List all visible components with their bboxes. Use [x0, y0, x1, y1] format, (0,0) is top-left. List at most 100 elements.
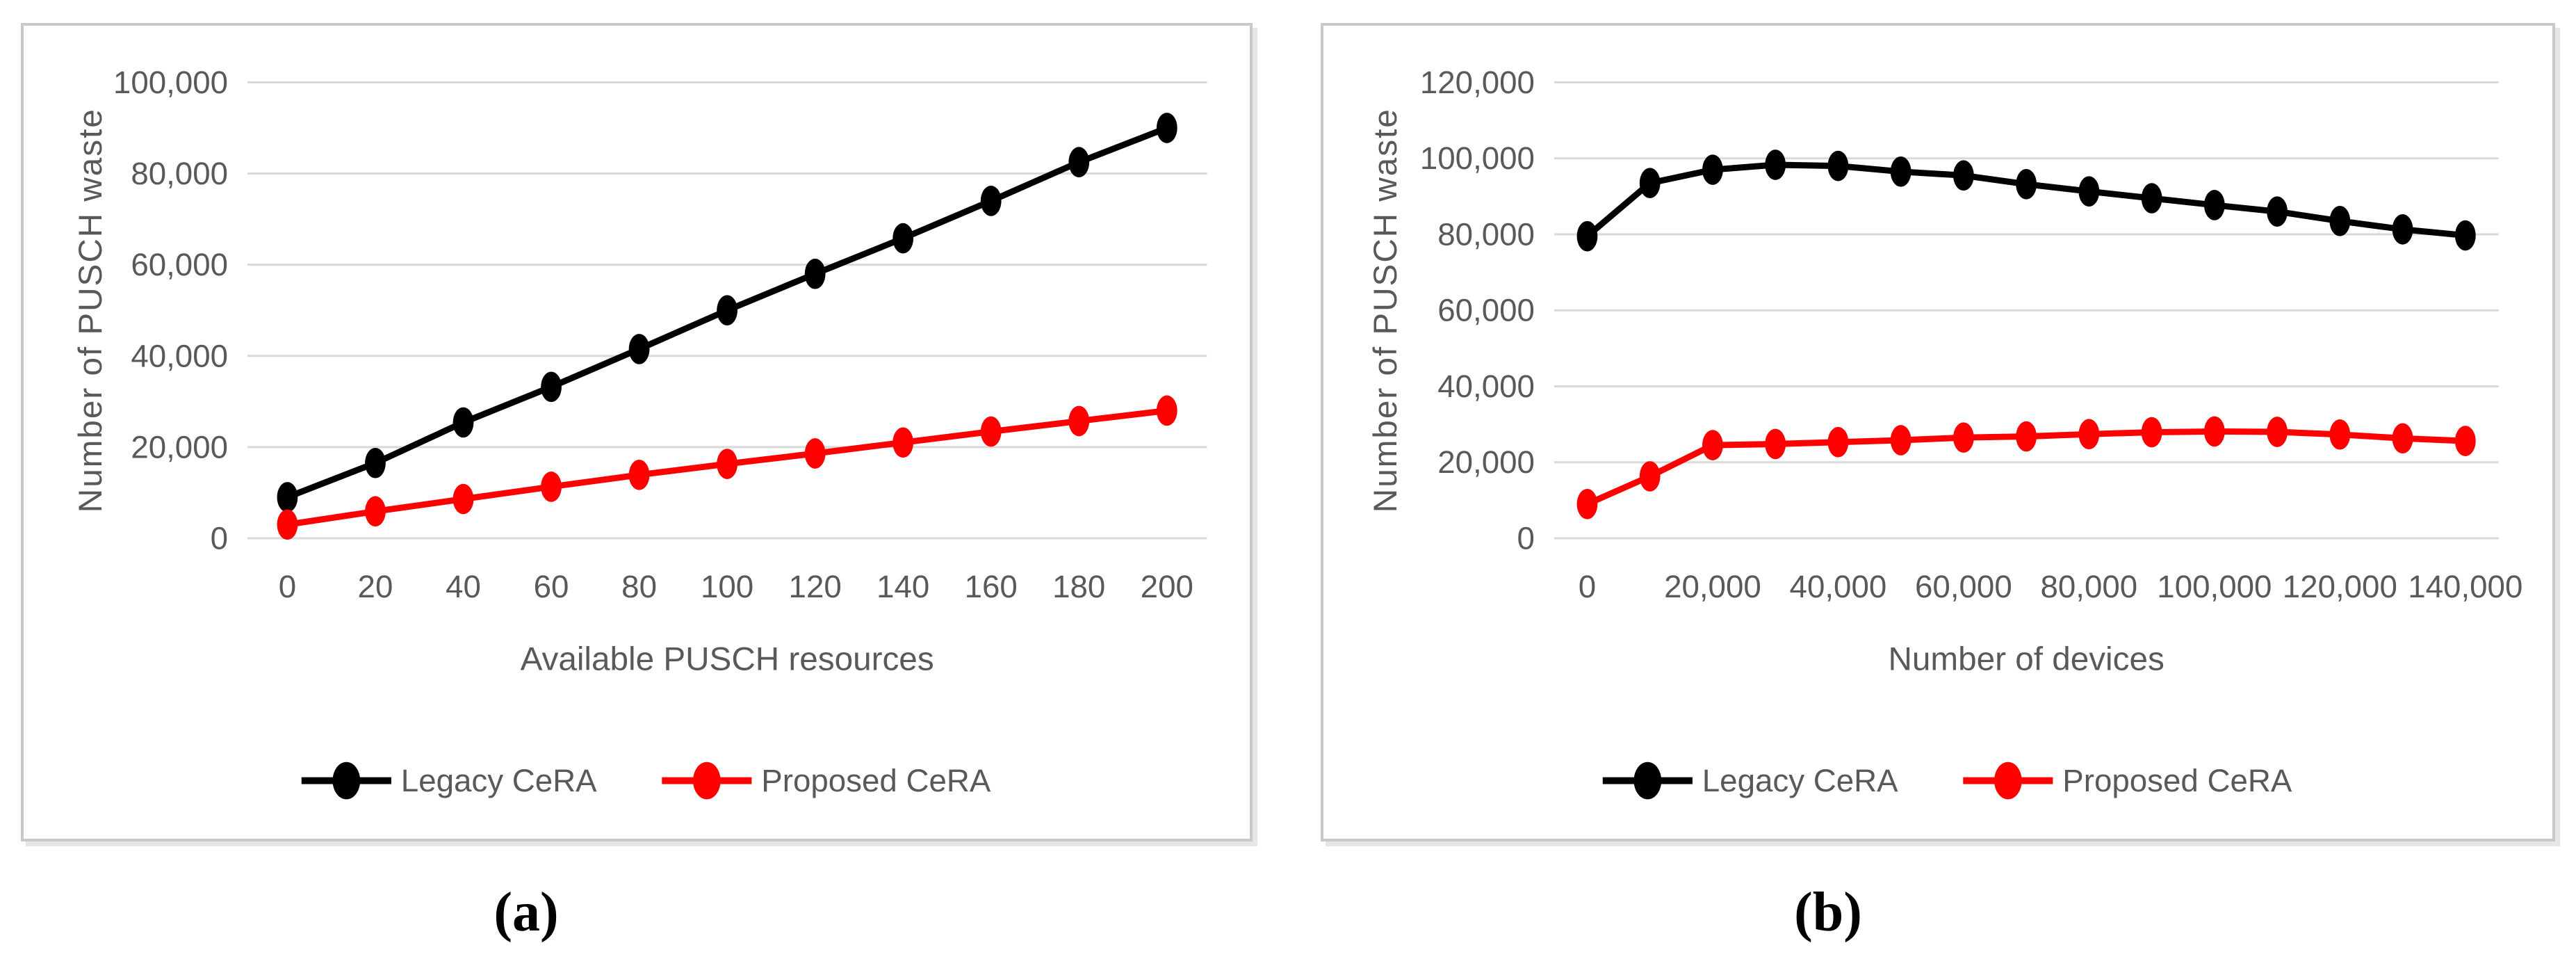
x-tick-label: 140,000	[2408, 569, 2522, 604]
legend-label-legacy-cera: Legacy CeRA	[1702, 763, 1898, 798]
x-tick-label: 60	[534, 569, 569, 604]
data-point-marker	[1576, 488, 1598, 519]
data-point-marker	[1953, 422, 1974, 453]
series-proposed-cera	[1576, 416, 2476, 519]
series-legacy-cera	[1576, 150, 2476, 252]
x-tick-label: 40,000	[1790, 569, 1887, 604]
data-point-marker	[453, 407, 474, 438]
legend-label-legacy-cera: Legacy CeRA	[401, 763, 597, 798]
data-point-marker	[2454, 220, 2476, 251]
y-tick-label: 60,000	[1437, 293, 1535, 328]
x-tick-label: 160	[965, 569, 1018, 604]
data-point-marker	[1890, 156, 1911, 187]
x-tick-label: 60,000	[1915, 569, 2012, 604]
data-point-marker	[2141, 417, 2162, 448]
data-point-marker	[1576, 220, 1598, 252]
legend: Legacy CeRA Proposed CeRA	[301, 761, 991, 800]
x-axis-labels: 0 20,000 40,000 60,000 80,000 100,000 120,000 1…	[1579, 569, 2523, 604]
data-point-marker	[277, 509, 298, 540]
x-tick-label: 0	[279, 569, 296, 604]
y-tick-label: 80,000	[1437, 216, 1535, 252]
data-point-marker	[980, 186, 1002, 216]
data-point-marker	[1827, 150, 1849, 182]
data-point-marker	[628, 334, 650, 364]
data-point-marker	[1068, 405, 1090, 437]
data-point-marker	[628, 459, 650, 490]
data-point-marker	[2267, 196, 2288, 227]
x-tick-label: 100,000	[2157, 569, 2272, 604]
x-tick-label: 120,000	[2283, 569, 2397, 604]
data-point-marker	[1068, 147, 1090, 178]
gridlines	[1554, 81, 2499, 540]
x-axis-labels: 0 20 40 60 80 100 120 140 160 180 200	[279, 569, 1193, 604]
data-point-marker	[1827, 426, 1849, 458]
y-tick-label: 20,000	[131, 429, 228, 465]
y-tick-label: 100,000	[1420, 140, 1535, 176]
data-point-marker	[717, 295, 738, 326]
data-point-marker	[1890, 425, 1911, 456]
x-tick-label: 20,000	[1664, 569, 1761, 604]
caption-b: (b)	[1794, 882, 1862, 943]
data-point-marker	[2392, 423, 2413, 454]
data-point-marker	[2016, 421, 2037, 452]
data-point-marker	[365, 447, 386, 478]
data-point-marker	[2329, 419, 2351, 450]
data-point-marker	[541, 371, 562, 403]
x-tick-label: 20	[358, 569, 393, 604]
data-point-marker	[1765, 428, 1786, 460]
data-point-marker	[804, 438, 826, 469]
data-point-marker	[2078, 419, 2100, 450]
data-point-marker	[980, 416, 1002, 447]
data-point-marker	[277, 482, 298, 513]
data-point-marker	[1639, 461, 1661, 492]
y-tick-label: 120,000	[1420, 65, 1535, 100]
data-point-marker	[2078, 176, 2100, 207]
data-point-marker	[1639, 168, 1661, 199]
data-point-marker	[892, 223, 914, 254]
data-point-marker	[1953, 160, 1974, 191]
series-proposed-cera	[277, 395, 1177, 540]
y-tick-label: 0	[1517, 520, 1535, 556]
y-axis-title: Number of PUSCH waste	[72, 108, 109, 513]
y-tick-label: 80,000	[131, 156, 228, 191]
legend-marker-proposed-cera	[692, 761, 721, 800]
data-point-marker	[2016, 168, 2037, 200]
legend-label-proposed-cera: Proposed CeRA	[761, 763, 991, 798]
x-tick-label: 140	[877, 569, 929, 604]
data-point-marker	[453, 483, 474, 515]
data-point-marker	[1156, 113, 1177, 143]
chart-panel-a: 0 20,000 40,000 60,000 80,000 100,000 0 20 40 60 8…	[21, 23, 1253, 841]
y-axis-title: Number of PUSCH waste	[1367, 108, 1404, 513]
data-point-marker	[2392, 213, 2413, 245]
y-tick-label: 60,000	[131, 247, 228, 282]
data-point-marker	[2203, 416, 2225, 447]
legend-marker-legacy-cera	[1633, 761, 1662, 800]
data-point-marker	[717, 449, 738, 479]
data-point-marker	[804, 258, 826, 289]
x-tick-label: 100	[701, 569, 753, 604]
legend-label-proposed-cera: Proposed CeRA	[2062, 763, 2292, 798]
data-point-marker	[2141, 183, 2162, 213]
data-point-marker	[892, 427, 914, 458]
x-tick-label: 40	[446, 569, 481, 604]
y-axis-labels: 0 20,000 40,000 60,000 80,000 100,000 120,000	[1420, 65, 1535, 556]
data-point-marker	[1702, 430, 1723, 460]
x-tick-label: 180	[1052, 569, 1105, 604]
x-axis-title: Available PUSCH resources	[521, 640, 934, 677]
data-point-marker	[541, 472, 562, 502]
y-axis-labels: 0 20,000 40,000 60,000 80,000 100,000	[113, 65, 228, 556]
data-point-marker	[2454, 426, 2476, 456]
data-point-marker	[2267, 417, 2288, 447]
chart-panel-b: 0 20,000 40,000 60,000 80,000 100,000 120,000 0…	[1321, 23, 2555, 841]
chart-b-line-plot: 020,00040,00060,00080,000100,000120,0000…	[1367, 65, 2523, 800]
y-tick-label: 40,000	[131, 338, 228, 373]
data-point-marker	[365, 496, 386, 527]
x-axis-title: Number of devices	[1888, 640, 2164, 677]
x-tick-label: 120	[789, 569, 842, 604]
caption-a: (a)	[494, 882, 559, 943]
legend: Legacy CeRA Proposed CeRA	[1602, 761, 2292, 800]
x-tick-label: 80	[621, 569, 657, 604]
data-point-marker	[2203, 190, 2225, 220]
data-point-marker	[1702, 154, 1723, 185]
